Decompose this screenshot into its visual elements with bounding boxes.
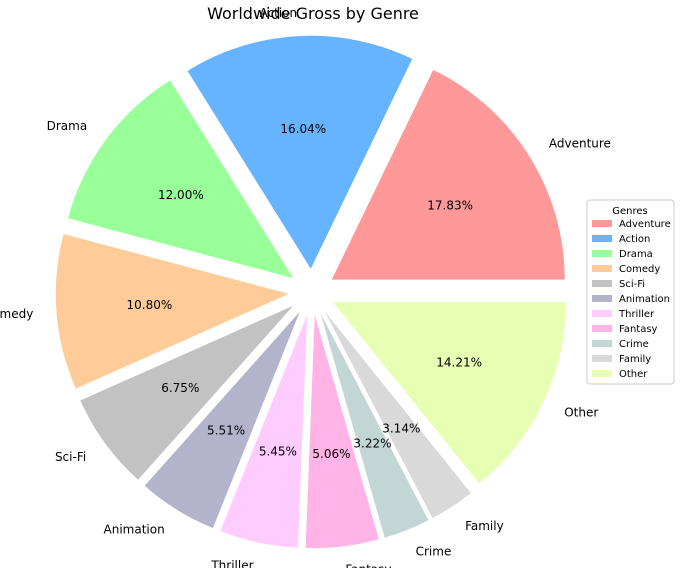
slice-category-label-thriller: Thriller bbox=[210, 558, 253, 568]
legend-swatch-crime bbox=[592, 340, 612, 347]
pie-slice-crime bbox=[320, 313, 429, 538]
chart-title: Worldwide Gross by Genre bbox=[207, 4, 419, 23]
pie-slice-sci-fi bbox=[80, 305, 294, 480]
slice-percent-label-sci-fi: 6.75% bbox=[161, 381, 199, 395]
slice-percent-label-drama: 12.00% bbox=[158, 188, 204, 202]
legend: Genres AdventureActionDramaComedySci-FiA… bbox=[586, 199, 675, 385]
legend-swatch-sci-fi bbox=[592, 280, 612, 287]
slice-percent-label-thriller: 5.45% bbox=[259, 444, 297, 458]
slice-percent-label-adventure: 17.83% bbox=[427, 198, 473, 212]
legend-items: Adventure Action Drama Comedy Sci-Fi Animatio… bbox=[592, 219, 671, 380]
legend-label-family: Family bbox=[619, 354, 651, 365]
legend-label-thriller: Thriller bbox=[618, 309, 655, 320]
slice-percent-label-fantasy: 5.06% bbox=[312, 447, 350, 461]
slice-category-label-sci-fi: Sci-Fi bbox=[55, 450, 86, 464]
slice-category-label-animation: Animation bbox=[104, 523, 165, 537]
legend-label-fantasy: Fantasy bbox=[619, 324, 658, 335]
slice-category-label-adventure: Adventure bbox=[549, 136, 611, 150]
legend-label-sci-fi: Sci-Fi bbox=[619, 279, 645, 290]
slice-percent-label-crime: 3.22% bbox=[353, 436, 391, 450]
legend-swatch-action bbox=[592, 235, 612, 242]
legend-swatch-animation bbox=[592, 295, 612, 302]
pie-slice-other bbox=[333, 302, 567, 484]
legend-label-animation: Animation bbox=[619, 294, 670, 305]
legend-label-comedy: Comedy bbox=[619, 264, 660, 275]
pie-slice-drama bbox=[68, 80, 294, 279]
slice-percent-label-animation: 5.51% bbox=[207, 424, 245, 438]
slice-category-label-drama: Drama bbox=[47, 119, 88, 133]
legend-swatch-comedy bbox=[592, 265, 612, 272]
legend-swatch-thriller bbox=[592, 310, 612, 317]
legend-label-adventure: Adventure bbox=[619, 219, 671, 230]
slice-category-label-action: Action bbox=[260, 6, 298, 20]
legend-label-drama: Drama bbox=[619, 249, 653, 260]
percent-labels: 17.83% 16.04% 12.00% 10.80% 6.75% 5.51% 5.45% 5… bbox=[127, 122, 482, 461]
slice-category-label-fantasy: Fantasy bbox=[345, 563, 391, 568]
category-labels: Adventure Action Drama Comedy Sci-Fi Animatio… bbox=[0, 6, 611, 572]
slice-percent-label-comedy: 10.80% bbox=[127, 298, 173, 312]
pie-slice-animation bbox=[144, 311, 300, 529]
legend-label-crime: Crime bbox=[619, 339, 649, 350]
legend-label-other: Other bbox=[619, 369, 648, 380]
slice-category-label-crime: Crime bbox=[416, 545, 452, 559]
pie-slice-family bbox=[324, 311, 471, 519]
slice-percent-label-family: 3.14% bbox=[382, 421, 420, 435]
legend-swatch-other bbox=[592, 370, 612, 377]
legend-swatch-adventure bbox=[592, 220, 612, 227]
legend-title: Genres bbox=[612, 206, 648, 217]
pie-slice-fantasy bbox=[305, 315, 379, 549]
legend-swatch-fantasy bbox=[592, 325, 612, 332]
slice-category-label-family: Family bbox=[465, 519, 504, 533]
legend-swatch-family bbox=[592, 355, 612, 362]
slice-percent-label-action: 16.04% bbox=[280, 122, 326, 136]
pie-slice-adventure bbox=[331, 69, 565, 280]
legend-swatch-drama bbox=[592, 250, 612, 257]
pie-slice-thriller bbox=[220, 314, 308, 548]
legend-label-action: Action bbox=[619, 234, 650, 245]
slice-percent-label-other: 14.21% bbox=[436, 355, 482, 369]
slice-category-label-comedy: Comedy bbox=[0, 307, 33, 321]
pie-slices bbox=[55, 35, 567, 549]
legend-frame bbox=[586, 199, 675, 385]
pie-slice-action bbox=[187, 35, 413, 269]
pie-slice-comedy bbox=[55, 233, 289, 389]
slice-category-label-other: Other bbox=[564, 406, 598, 420]
